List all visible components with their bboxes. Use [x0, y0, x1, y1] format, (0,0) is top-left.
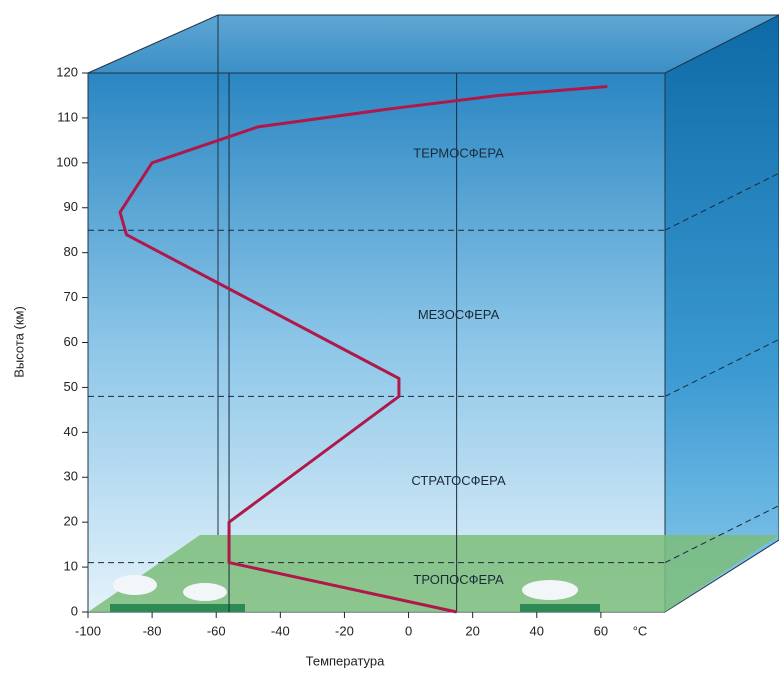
- y-axis-label: Высота (км): [11, 306, 26, 378]
- x-tick-label: -40: [271, 623, 290, 638]
- x-tick-label: 40: [530, 623, 544, 638]
- layer-label: ТРОПОСФЕРА: [413, 572, 504, 587]
- y-tick-label: 10: [64, 559, 78, 574]
- x-tick-label: 60: [594, 623, 608, 638]
- layer-label: МЕЗОСФЕРА: [418, 307, 500, 322]
- x-unit: °C: [633, 623, 648, 638]
- x-tick-label: -60: [207, 623, 226, 638]
- x-tick-label: -80: [143, 623, 162, 638]
- layer-label: ТЕРМОСФЕРА: [413, 145, 504, 160]
- chart: Температура Высота (км) °C 0 10 20 30 40 50 60…: [0, 0, 779, 675]
- x-tick-label: -20: [335, 623, 354, 638]
- y-tick-label: 50: [64, 379, 78, 394]
- x-tick-label: 20: [465, 623, 479, 638]
- y-tick-label: 100: [56, 154, 78, 169]
- x-tick-label: 0: [405, 623, 412, 638]
- layer-label: СТРАТОСФЕРА: [411, 473, 506, 488]
- y-tick-label: 120: [56, 64, 78, 79]
- x-axis-label: Температура: [306, 653, 386, 668]
- x-tick-label: -100: [75, 623, 101, 638]
- y-tick-label: 90: [64, 199, 78, 214]
- y-tick-label: 40: [64, 424, 78, 439]
- y-tick-label: 30: [64, 469, 78, 484]
- y-tick-label: 70: [64, 289, 78, 304]
- y-tick-label: 0: [71, 603, 78, 618]
- y-tick-label: 60: [64, 334, 78, 349]
- y-tick-label: 110: [57, 109, 78, 124]
- y-tick-label: 20: [64, 514, 78, 529]
- y-tick-label: 80: [64, 244, 78, 259]
